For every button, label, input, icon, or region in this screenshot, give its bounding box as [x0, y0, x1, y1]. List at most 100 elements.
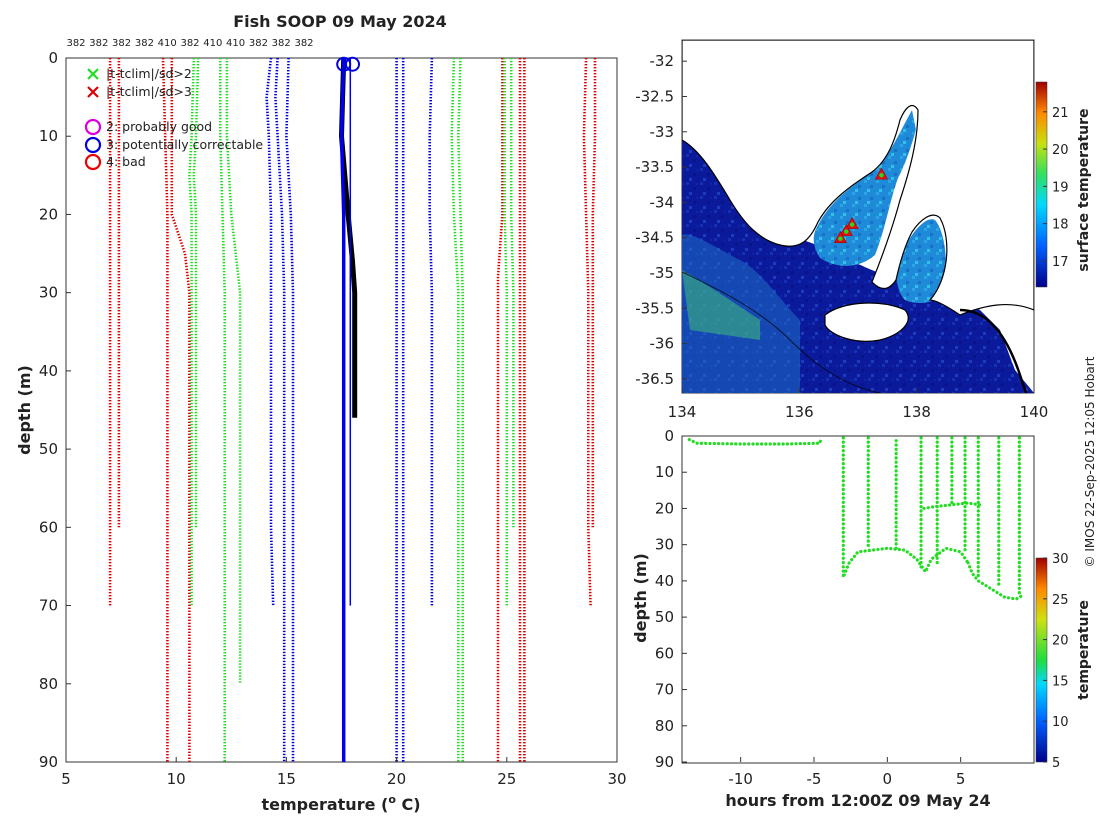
x-tick-label: 20: [387, 770, 406, 788]
map-y-tick-label: -32: [650, 52, 675, 70]
surface-temperature-colorbar: [1035, 81, 1048, 288]
ts-y-tick-label: 70: [655, 681, 674, 699]
climatology-line: [265, 57, 275, 606]
y-tick-label: 30: [39, 284, 58, 302]
timeseries-ylabel: depth (m): [631, 553, 650, 643]
depth-trace: [922, 501, 982, 510]
x-tick-label: 30: [607, 770, 626, 788]
climatology-line: [170, 58, 191, 762]
y-tick-label: 50: [39, 440, 58, 458]
legend-x-marker: [87, 86, 99, 98]
depth-trace: [966, 561, 1024, 601]
map-y-tick-label: -36: [650, 335, 675, 353]
climatology-line: [428, 57, 434, 606]
map-panel: 134 136 138 140 -32 -32.5 -33 -33.5 -34 -34.5 -35 -…: [635, 39, 1092, 421]
track-point: [838, 236, 843, 241]
temperature-colorbar-label: temperature: [1076, 600, 1092, 700]
ts-y-tick-label: 30: [655, 536, 674, 554]
colorbar-tick-label: 17: [1052, 255, 1069, 270]
top-label: 382: [249, 38, 268, 49]
profile-xlabel: temperature (o C): [261, 793, 420, 814]
ts-y-tick-label: 90: [655, 753, 674, 771]
profile-line: [339, 57, 346, 762]
ts-x-tick-label: -5: [807, 770, 822, 788]
map-x-tick-label: 136: [785, 403, 814, 421]
vessel-track: [833, 167, 888, 243]
colorbar-tick-label: 5: [1052, 756, 1060, 771]
qc-flag-marker: [345, 56, 361, 72]
track-point: [844, 229, 849, 234]
spencer-gulf-field: [813, 110, 916, 266]
qc-flag-marker: [336, 56, 352, 72]
timeseries-points: [687, 436, 1024, 601]
climatology-line: [509, 58, 515, 528]
map-y-tick-label: -36.5: [635, 370, 674, 388]
y-tick-label: 20: [39, 205, 58, 223]
map-x-tick-label: 134: [668, 403, 697, 421]
ts-y-tick-label: 80: [655, 717, 674, 735]
profile-series: [336, 56, 361, 762]
ts-y-tick-label: 20: [655, 499, 674, 517]
climatology-line: [192, 57, 200, 528]
y-tick-label: 80: [39, 675, 58, 693]
climatology-line: [225, 58, 242, 684]
top-label: 410: [226, 38, 245, 49]
ts-x-tick-label: -10: [728, 770, 753, 788]
y-tick-label: 90: [39, 753, 58, 771]
ts-y-tick-label: 60: [655, 644, 674, 662]
map-y-tick-label: -34: [650, 193, 675, 211]
colorbar-tick-label: 25: [1052, 593, 1069, 608]
map-x-tick-label: 138: [902, 403, 931, 421]
climatology-line: [219, 58, 226, 762]
colorbar-tick-label: 10: [1052, 715, 1069, 730]
colorbar-tick-label: 30: [1052, 552, 1069, 567]
shelf-contour: [682, 271, 881, 393]
climatology-line: [591, 58, 597, 528]
gulf-st-vincent-field: [896, 219, 947, 303]
top-label: 382: [89, 38, 108, 49]
y-tick-label: 60: [39, 518, 58, 536]
profile-axes: 5 10 15 20 25 30 0 10 20 30 40 50 60 70 80 90: [39, 49, 627, 788]
surface-colorbar-ticks: 17 18 19 20 21: [1043, 106, 1069, 270]
legend-label: |t-tclim|/sd>3: [106, 84, 192, 99]
legend-circle-marker: [84, 153, 102, 171]
warm-water-patch: [682, 270, 760, 340]
legend-label: 3: potentially correctable: [106, 137, 263, 152]
x-tick-label: 25: [497, 770, 516, 788]
top-label: 382: [135, 38, 154, 49]
map-y-tick-label: -35.5: [635, 299, 674, 317]
legend: |t-tclim|/sd>2 |t-tclim|/sd>3 2: probably …: [84, 66, 263, 171]
climatology-line: [503, 58, 509, 606]
colorbar-tick-label: 20: [1052, 634, 1069, 649]
y-tick-label: 40: [39, 362, 58, 380]
climatology-line: [496, 58, 504, 762]
track-point: [879, 172, 884, 178]
chart-title: Fish SOOP 09 May 2024: [233, 12, 447, 31]
map-y-tick-label: -32.5: [635, 87, 674, 105]
legend-label: 4: bad: [106, 154, 146, 169]
profile-ylabel: depth (m): [15, 365, 34, 455]
climatology-line: [285, 57, 295, 762]
land-mass: [682, 40, 1034, 316]
kangaroo-island: [824, 302, 909, 342]
x-tick-label: 5: [61, 770, 71, 788]
top-label: 382: [272, 38, 291, 49]
map-y-tick-label: -35: [650, 264, 675, 282]
y-tick-label: 70: [39, 597, 58, 615]
ts-y-tick-label: 50: [655, 608, 674, 626]
climatology-line: [582, 57, 592, 606]
top-label: 382: [180, 38, 199, 49]
y-tick-label: 10: [39, 127, 58, 145]
map-content: [682, 40, 1034, 393]
surface-colorbar-label: surface temperature: [1076, 108, 1092, 271]
top-label: 382: [294, 38, 313, 49]
depth-trace: [687, 436, 823, 446]
colorbar-tick-label: 20: [1052, 143, 1069, 158]
track-point: [849, 222, 855, 227]
timeseries-plot-area: [681, 435, 1035, 764]
colorbar-tick-label: 15: [1052, 674, 1069, 689]
x-tick-label: 10: [167, 770, 186, 788]
ts-y-tick-label: 10: [655, 463, 674, 481]
